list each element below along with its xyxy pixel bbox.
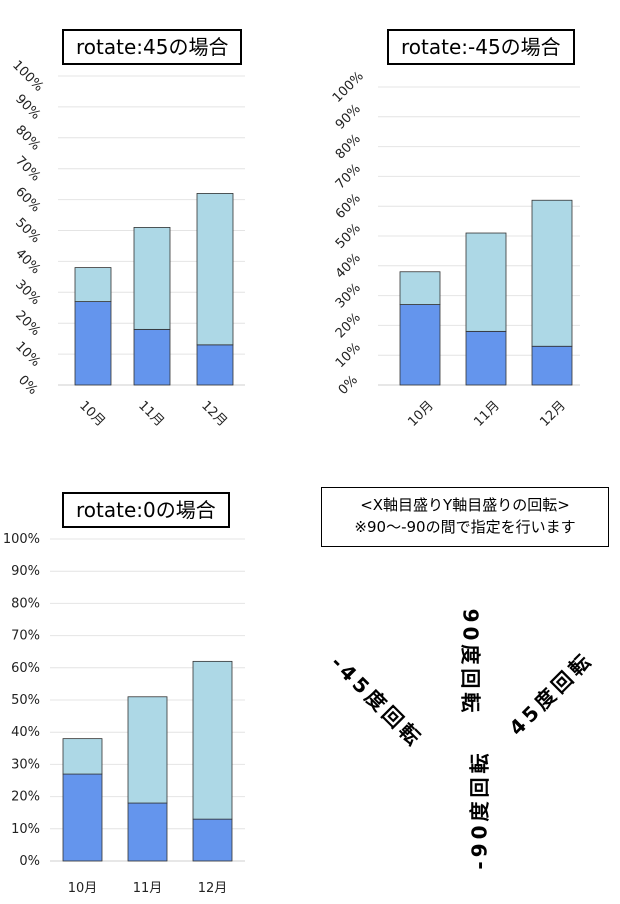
y-tick-label: 90% [11, 564, 40, 579]
note-line-2: ※90～-90の間で指定を行います [354, 518, 576, 536]
y-tick-label: 70% [11, 629, 40, 644]
bar-segment-s1-2 [196, 193, 234, 346]
y-tick-label: 30% [11, 757, 40, 772]
bar-segment-s0-1 [465, 330, 507, 386]
bar-segment-s0-0 [62, 773, 103, 862]
rotation-note: <X軸目盛りY軸目盛りの回転> ※90～-90の間で指定を行います [321, 487, 609, 547]
y-tick-label: 20% [11, 790, 40, 805]
x-tick-label: 12月 [198, 881, 228, 896]
bar-segment-s0-0 [74, 301, 112, 386]
y-tick-label: 80% [11, 596, 40, 611]
y-tick-label: 40% [11, 725, 40, 740]
x-tick-label: 11月 [133, 881, 163, 896]
bar-segment-s1-1 [465, 232, 507, 332]
bar-segment-s0-1 [127, 802, 168, 862]
bar-segment-s1-2 [192, 660, 233, 820]
y-tick-label: 60% [11, 661, 40, 676]
x-tick-label: 10月 [68, 881, 98, 896]
bar-segment-s0-1 [133, 328, 171, 386]
bar-segment-s1-0 [62, 738, 103, 775]
bar-segment-s1-0 [74, 267, 112, 302]
bar-segment-s0-2 [196, 344, 234, 386]
bar-segment-s1-1 [133, 227, 171, 330]
chart3-title: rotate:0の場合 [62, 492, 230, 528]
bar-segment-s1-1 [127, 696, 168, 804]
bar-segment-s1-2 [531, 199, 573, 347]
y-tick-label: 10% [11, 822, 40, 837]
bar-segment-s0-2 [192, 818, 233, 862]
y-tick-label: 50% [11, 693, 40, 708]
chart1-title: rotate:45の場合 [62, 29, 243, 65]
chart2-title: rotate:-45の場合 [387, 29, 575, 65]
note-line-1: <X軸目盛りY軸目盛りの回転> [360, 496, 570, 514]
bar-segment-s0-0 [399, 304, 441, 386]
y-tick-label: 0% [19, 854, 40, 869]
rotation-label-minus90: -90度回転 [467, 749, 492, 870]
y-tick-label: 100% [3, 532, 40, 547]
rotation-label-plus90: 90度回転 [458, 608, 483, 717]
bar-segment-s1-0 [399, 271, 441, 305]
bar-segment-s0-2 [531, 345, 573, 386]
